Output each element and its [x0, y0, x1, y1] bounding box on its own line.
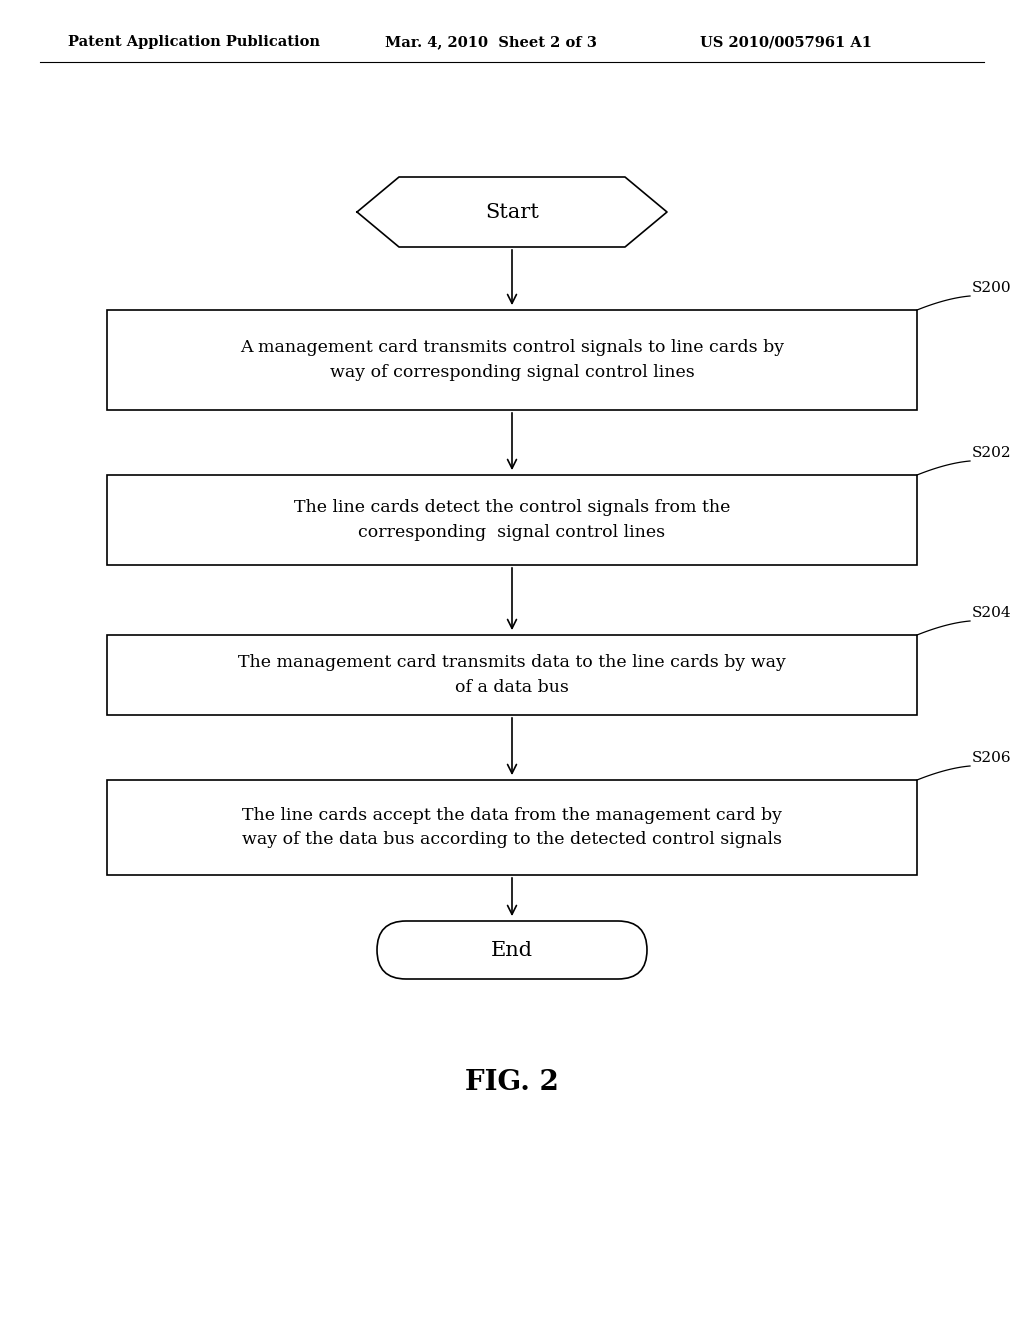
Text: S206: S206	[972, 751, 1012, 766]
Text: Start: Start	[485, 202, 539, 222]
Text: S202: S202	[972, 446, 1012, 459]
Text: The line cards detect the control signals from the
corresponding  signal control: The line cards detect the control signal…	[294, 499, 730, 541]
Text: S204: S204	[972, 606, 1012, 620]
Text: A management card transmits control signals to line cards by
way of correspondin: A management card transmits control sign…	[240, 339, 784, 381]
Text: Mar. 4, 2010  Sheet 2 of 3: Mar. 4, 2010 Sheet 2 of 3	[385, 36, 597, 49]
Text: Patent Application Publication: Patent Application Publication	[68, 36, 319, 49]
Text: End: End	[490, 940, 534, 960]
Text: The line cards accept the data from the management card by
way of the data bus a: The line cards accept the data from the …	[242, 807, 782, 849]
Text: S200: S200	[972, 281, 1012, 294]
Text: The management card transmits data to the line cards by way
of a data bus: The management card transmits data to th…	[238, 655, 786, 696]
Text: FIG. 2: FIG. 2	[465, 1068, 559, 1096]
Text: US 2010/0057961 A1: US 2010/0057961 A1	[700, 36, 872, 49]
